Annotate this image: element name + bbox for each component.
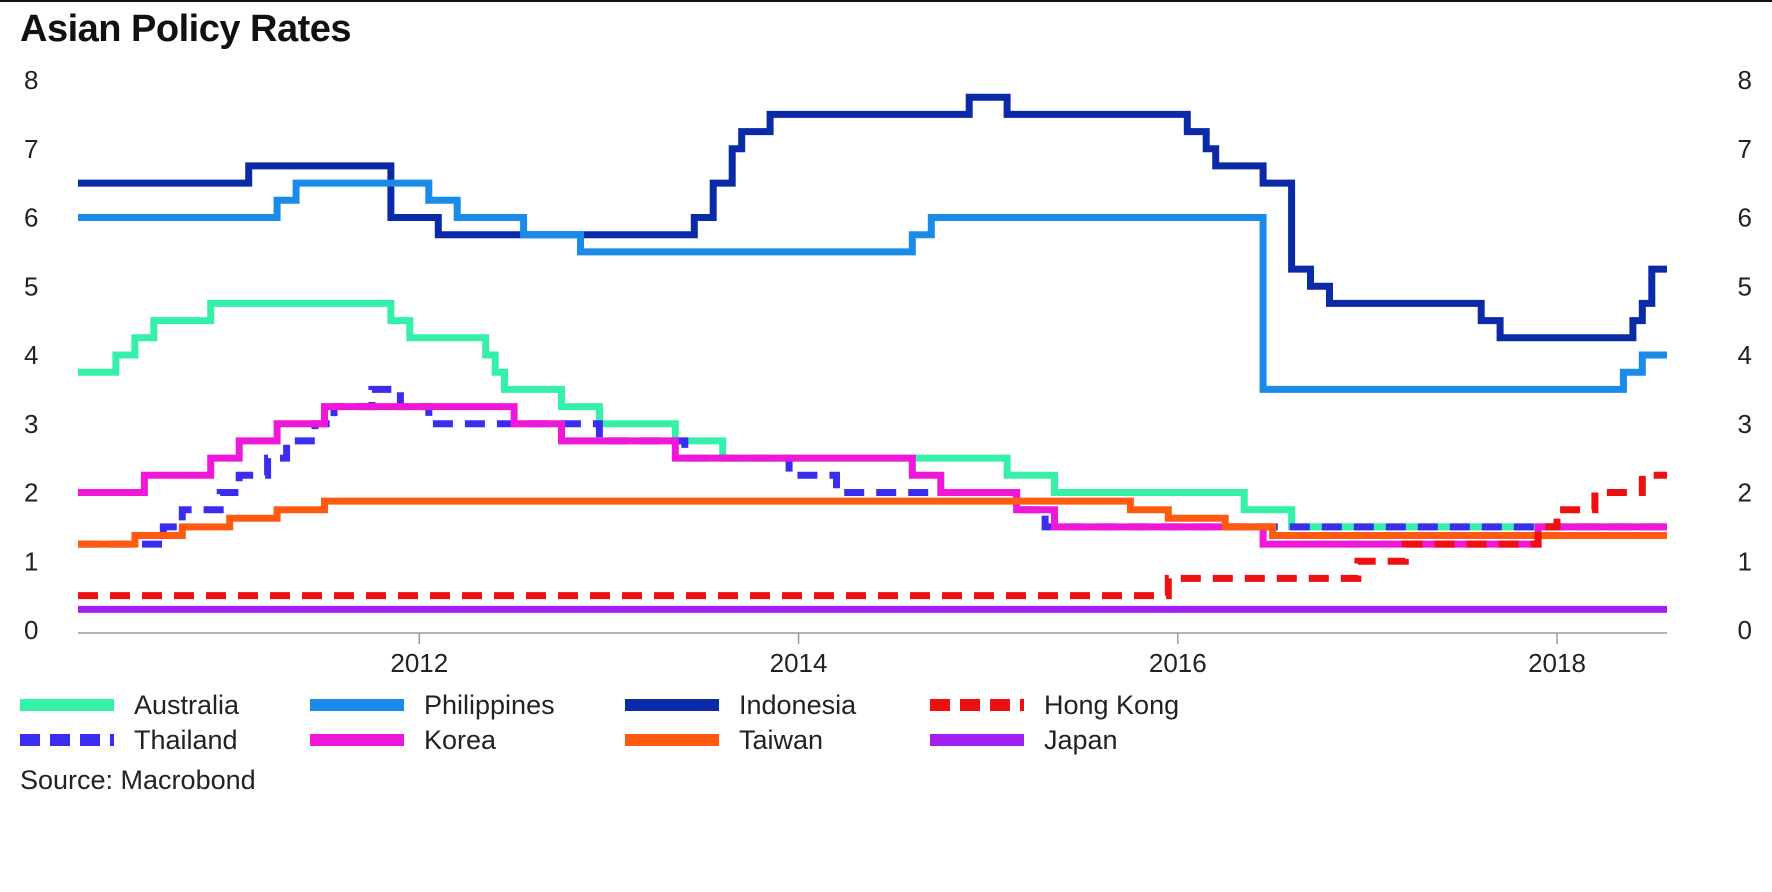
legend-label: Indonesia xyxy=(739,689,857,720)
legend-label: Taiwan xyxy=(739,724,824,755)
legend-label: Japan xyxy=(1044,724,1118,755)
y-tick-label-left: 3 xyxy=(24,409,38,439)
legend-item-thailand: Thailand xyxy=(20,723,238,757)
y-tick-label-left: 0 xyxy=(24,615,38,645)
legend-item-korea: Korea xyxy=(310,723,496,757)
series-line-korea xyxy=(78,403,1667,548)
legend-swatch xyxy=(625,699,719,711)
y-tick-label-right: 4 xyxy=(1738,340,1752,370)
legend-swatch xyxy=(20,699,114,711)
x-tick-label: 2018 xyxy=(1528,648,1586,678)
y-tick-label-right: 1 xyxy=(1738,546,1752,576)
legend-item-australia: Australia xyxy=(20,688,239,722)
y-tick-label-left: 4 xyxy=(24,340,38,370)
legend-swatch xyxy=(310,734,404,746)
series-line-australia xyxy=(78,299,1667,531)
legend-item-taiwan: Taiwan xyxy=(625,723,823,757)
y-tick-label-left: 6 xyxy=(24,203,38,233)
y-tick-label-right: 2 xyxy=(1738,478,1752,508)
series-line-hong-kong xyxy=(78,471,1667,600)
y-tick-label-right: 6 xyxy=(1738,203,1752,233)
series-line-taiwan xyxy=(78,497,1667,548)
y-tick-label-left: 8 xyxy=(24,65,38,95)
chart-title: Asian Policy Rates xyxy=(20,8,352,50)
chart-legend: Australia Philippines Indonesia Hong Kong Th… xyxy=(20,688,1320,760)
legend-item-japan: Japan xyxy=(930,723,1118,757)
x-tick-label: 2012 xyxy=(390,648,448,678)
legend-swatch xyxy=(20,734,114,746)
legend-label: Korea xyxy=(424,724,497,755)
legend-item-hong-kong: Hong Kong xyxy=(930,688,1179,722)
y-tick-label-right: 8 xyxy=(1738,65,1752,95)
series-line-indonesia xyxy=(78,93,1667,342)
y-tick-label-right: 0 xyxy=(1738,615,1752,645)
series-line-thailand xyxy=(78,385,1667,548)
legend-swatch xyxy=(930,734,1024,746)
legend-label: Australia xyxy=(134,689,240,720)
legend-label: Philippines xyxy=(424,689,555,720)
legend-swatch xyxy=(625,734,719,746)
y-tick-label-right: 3 xyxy=(1738,409,1752,439)
y-tick-label-right: 5 xyxy=(1738,271,1752,301)
y-tick-label-left: 5 xyxy=(24,271,38,301)
legend-label: Thailand xyxy=(134,724,238,755)
legend-swatch xyxy=(310,699,404,711)
top-rule xyxy=(0,0,1772,2)
x-tick-label: 2016 xyxy=(1149,648,1207,678)
series-line-philippines xyxy=(78,179,1667,393)
y-tick-label-left: 2 xyxy=(24,478,38,508)
source-note: Source: Macrobond xyxy=(20,765,256,795)
x-tick-label: 2014 xyxy=(770,648,828,678)
chart-plot: 0 0 1 1 2 2 3 3 4 4 5 5 6 6 7 7 8 8 2012 2014 2016 2018 xyxy=(24,65,1752,678)
y-tick-label-left: 7 xyxy=(24,134,38,164)
legend-swatch xyxy=(930,699,1024,711)
legend-item-indonesia: Indonesia xyxy=(625,688,856,722)
y-tick-label-right: 7 xyxy=(1738,134,1752,164)
y-tick-label-left: 1 xyxy=(24,546,38,576)
legend-item-philippines: Philippines xyxy=(310,688,555,722)
legend-label: Hong Kong xyxy=(1044,689,1180,720)
